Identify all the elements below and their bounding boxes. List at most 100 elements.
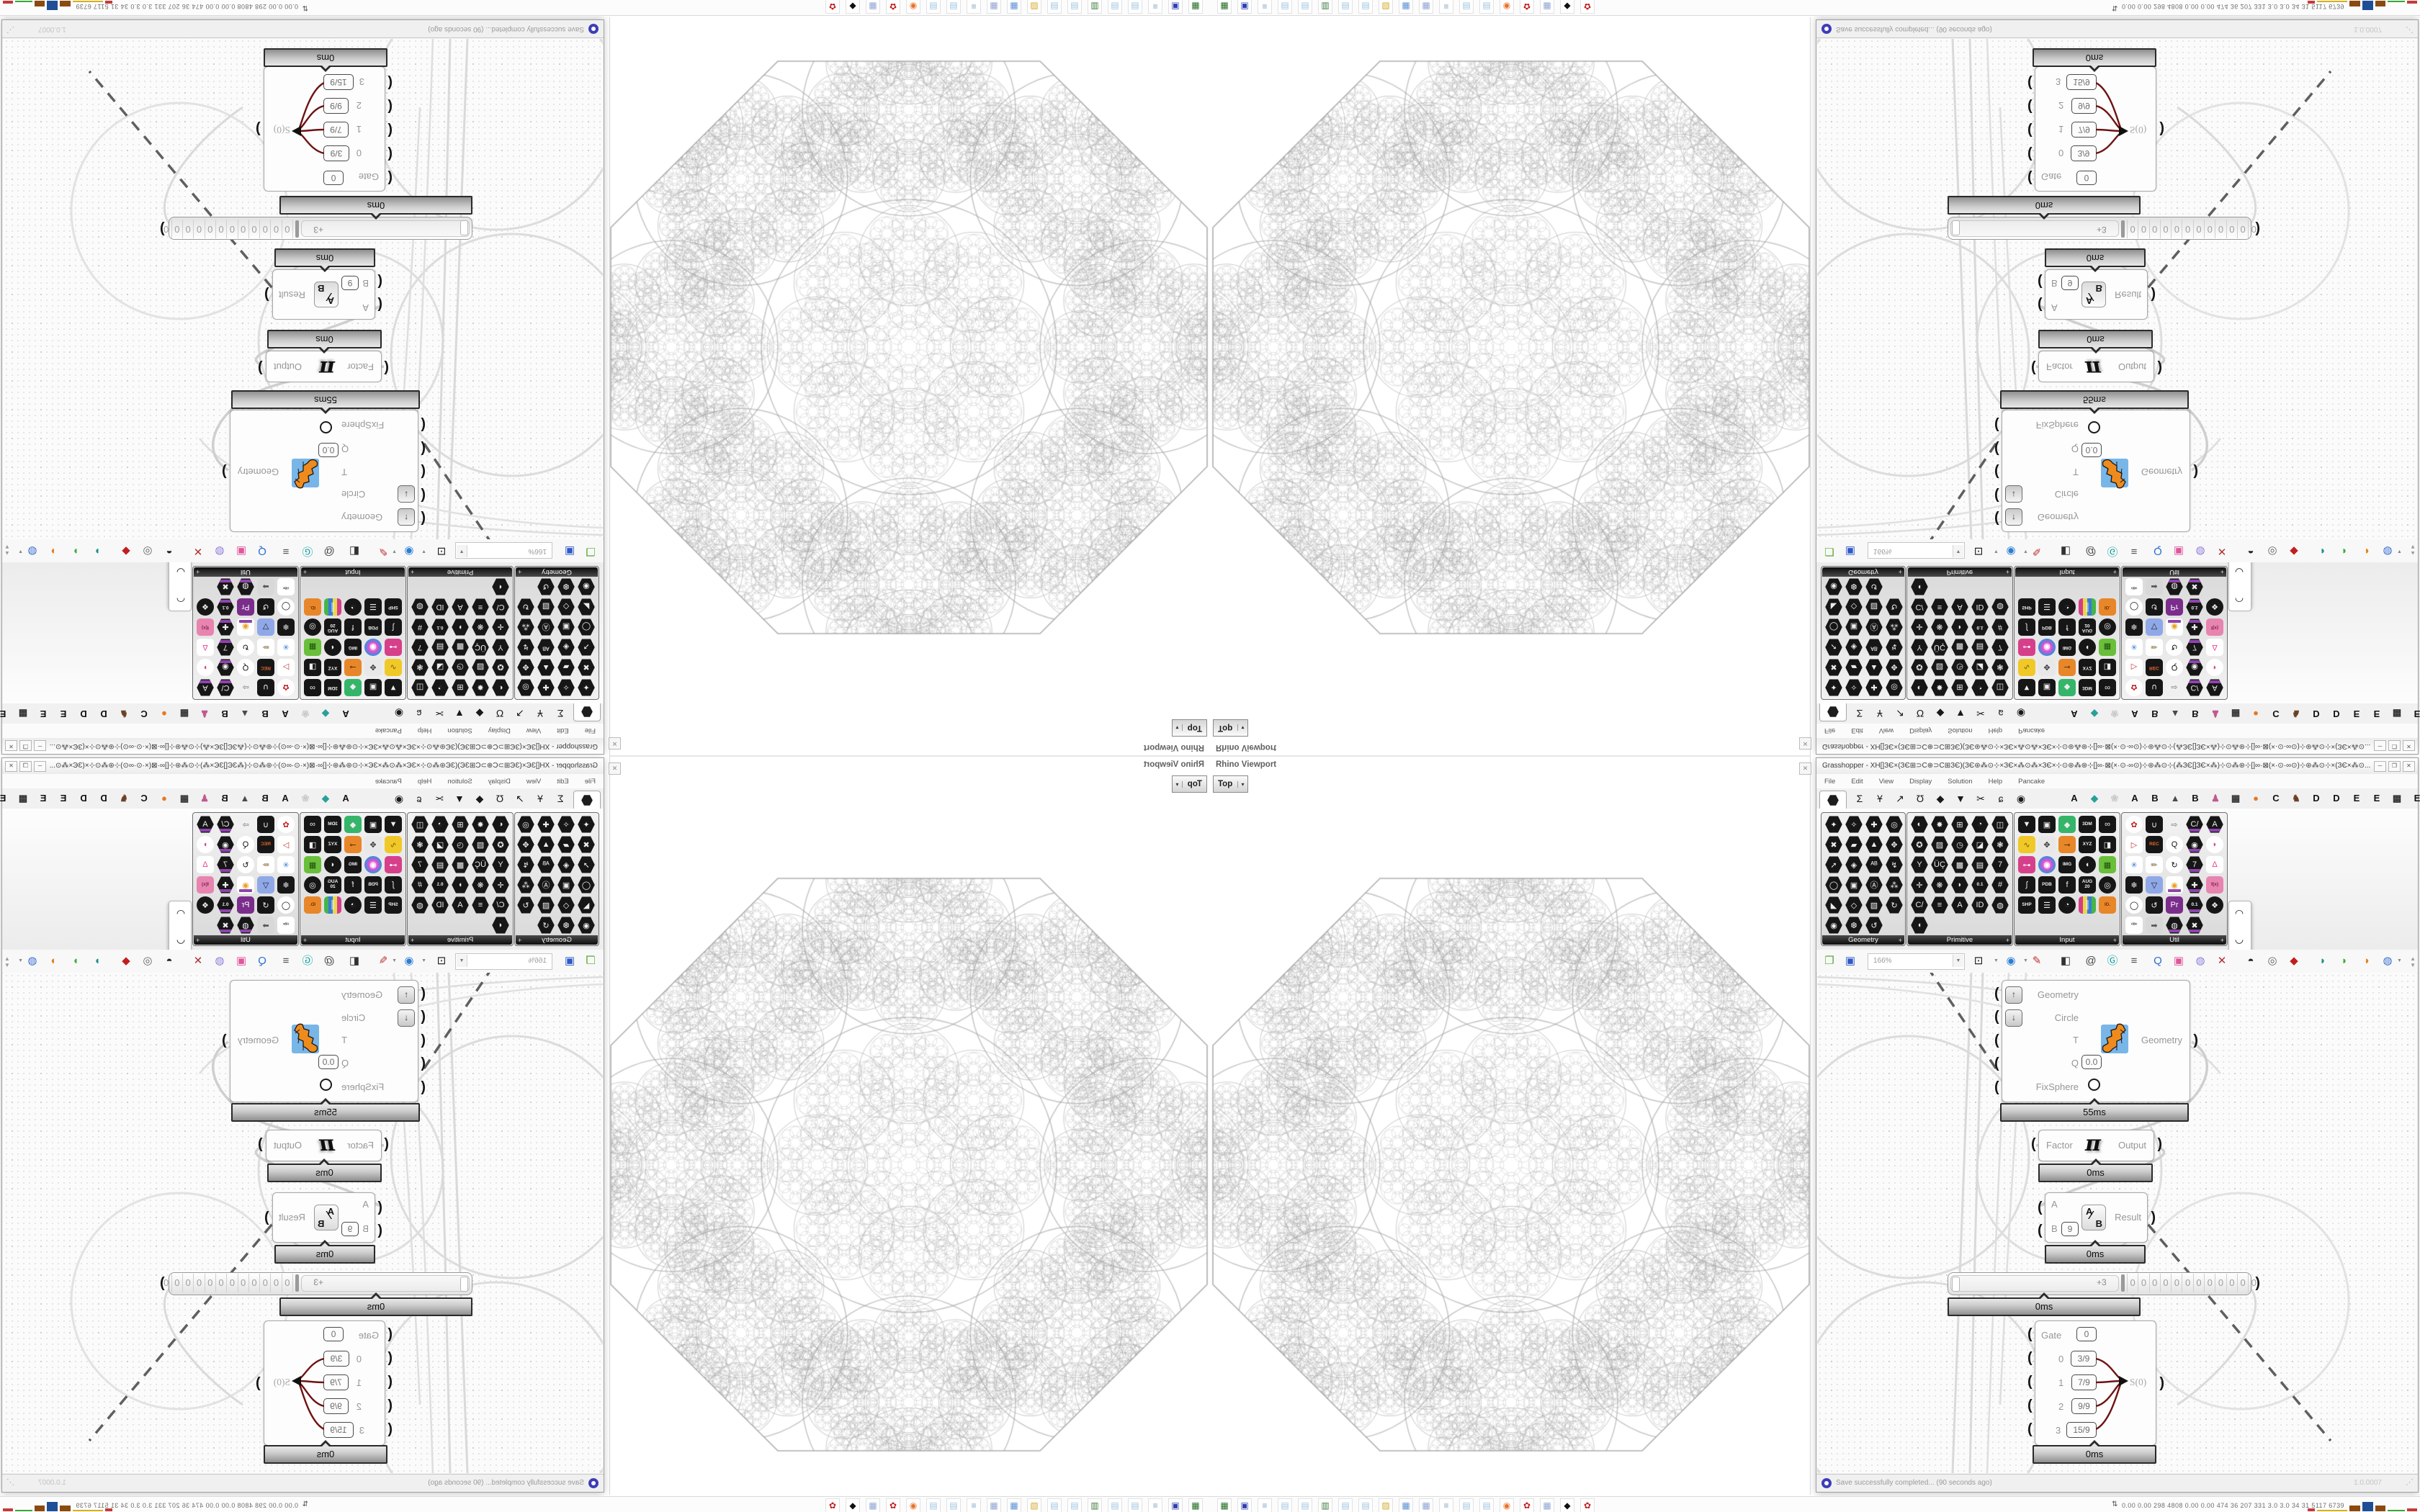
palette-expand-icon[interactable]: + — [411, 568, 415, 575]
flyout-icon[interactable]: ◡ — [176, 933, 186, 945]
component-icon[interactable]: ◗ — [452, 876, 469, 894]
close-icon[interactable]: ✕ — [609, 762, 621, 775]
flyout-icon[interactable]: ◠ — [2234, 907, 2244, 919]
node-canvas[interactable]: ( ( ( ( ( ↑ ↓ Geometry Circle T Q FixSph… — [1817, 39, 2417, 539]
taskbar-icon-calculator[interactable]: ▦ — [866, 0, 880, 14]
component-icon[interactable]: f(x) — [2206, 876, 2223, 894]
component-icon[interactable]: 3DM — [324, 816, 341, 833]
toolbar-find-definition[interactable]: ≡ — [2130, 955, 2138, 967]
component-icon[interactable]: ◷ — [1951, 836, 1968, 853]
component-icon[interactable]: SHP — [2018, 598, 2035, 616]
taskbar-icon-notepad[interactable]: ▤ — [1338, 1498, 1353, 1512]
component-icon[interactable]: ✛ — [492, 618, 509, 636]
component-icon[interactable]: A — [1951, 896, 1968, 914]
close-icon[interactable]: ✕ — [609, 737, 621, 750]
component-icon[interactable]: ◫ — [411, 679, 429, 696]
taskbar-icon-notepad[interactable]: ▤ — [1108, 0, 1122, 14]
component-icon[interactable]: ᴬᴮᶜ — [2125, 578, 2143, 595]
tab-plugin-13[interactable]: D — [2333, 793, 2340, 804]
component-icon[interactable]: ▰ — [557, 836, 575, 853]
scrubber-handle[interactable] — [295, 220, 299, 238]
component-icon[interactable]: ◔ — [1971, 816, 1989, 833]
gate-value-box[interactable]: 0 — [323, 171, 344, 185]
toolbar-sketch-pen[interactable]: ✎ — [378, 545, 388, 557]
taskbar-icon-calculator[interactable]: ▦ — [866, 1498, 880, 1512]
component-icon[interactable]: ∿ — [385, 659, 402, 676]
component-icon[interactable]: ⊶ — [2018, 639, 2035, 656]
component-icon[interactable]: ↺ — [2146, 896, 2163, 914]
component-icon[interactable]: f — [2058, 618, 2076, 636]
scrubber-digit[interactable]: 0 — [215, 1274, 228, 1292]
component-icon[interactable]: ID — [1971, 598, 1989, 616]
component-icon[interactable]: REC — [257, 836, 274, 853]
scrubber-digit[interactable]: 0 — [2182, 220, 2193, 238]
taskbar-icon-printer[interactable]: ≡ — [967, 0, 981, 14]
scrubber-knob[interactable] — [460, 1277, 468, 1292]
toolbar-open-file[interactable]: ❐ — [586, 955, 596, 967]
component-icon[interactable]: ⊶ — [385, 856, 402, 873]
component-icon[interactable]: Δ — [2206, 856, 2223, 873]
palette-expand-icon[interactable]: + — [303, 937, 308, 944]
toolbar-preview-gem[interactable]: ◆ — [2290, 955, 2298, 967]
component-icon[interactable]: 7 — [2186, 856, 2203, 873]
taskbar-icon-drive-tool[interactable]: ▦ — [1188, 1498, 1203, 1512]
component-icon[interactable]: ◉ — [2166, 618, 2183, 636]
component-icon[interactable]: ◣ — [578, 598, 595, 616]
component-icon[interactable]: ◉ — [578, 578, 595, 595]
component-icon[interactable]: ∞ — [304, 816, 321, 833]
component-icon[interactable]: ✚ — [2186, 876, 2203, 894]
tab-plugin-7[interactable]: ♟ — [200, 708, 209, 719]
component-icon[interactable]: ◆ — [2058, 679, 2076, 696]
component-icon[interactable]: REC — [2146, 836, 2163, 853]
grasshopper-titlebar[interactable]: Grasshopper - XH[]ЗЄ×(ЗЄ⊞⊃С⊕⊃С⊞ЗЄ)(ЗЄ⊛⁂⊙… — [2, 758, 604, 775]
component-icon[interactable]: ∫ — [2018, 876, 2035, 894]
palette-label-geometry[interactable]: Geometry — [516, 567, 598, 577]
component-icon[interactable]: ▤ — [1971, 639, 1989, 656]
taskbar-icon-display-settings[interactable]: ▦ — [1399, 0, 1413, 14]
tab-plugin-2[interactable]: ❀ — [301, 708, 310, 719]
component-icon[interactable]: ✸ — [1931, 816, 1948, 833]
tab-plugin-2[interactable]: ❀ — [2110, 793, 2119, 804]
chevron-down-icon[interactable]: ▼ — [421, 958, 426, 963]
component-icon[interactable]: 0.1 — [1971, 876, 1989, 894]
toolbar-package-wip[interactable]: ▣ — [236, 955, 247, 967]
scrubber-digit[interactable]: 0 — [2226, 220, 2237, 238]
tab-category-2[interactable]: ↗ — [1896, 708, 1904, 719]
component-icon[interactable]: ◖ — [492, 578, 509, 595]
component-icon[interactable]: ✖ — [578, 659, 595, 676]
chevron-down-icon[interactable]: ▼ — [457, 545, 467, 557]
component-icon[interactable]: Q — [2166, 836, 2183, 853]
scrubber-digit[interactable]: 0 — [2159, 220, 2172, 238]
tab-plugin-11[interactable]: ♞ — [120, 793, 128, 804]
tab-plugin-16[interactable]: ▩ — [2392, 793, 2402, 804]
palette-label-geometry[interactable]: Geometry — [1822, 567, 1904, 577]
flyout-icon[interactable]: ◠ — [176, 593, 186, 605]
component-icon[interactable]: ◗ — [452, 618, 469, 636]
component-icon[interactable]: Δ — [197, 639, 214, 656]
chevron-down-icon[interactable]: ▼ — [1953, 545, 1963, 557]
tab-category-2[interactable]: ↗ — [1896, 793, 1904, 804]
component-icon[interactable]: ◖ — [2079, 856, 2096, 873]
component-icon[interactable]: ◗ — [1951, 876, 1968, 894]
component-icon[interactable]: ID. — [304, 598, 321, 616]
tab-category-1[interactable]: Ұ — [1877, 793, 1883, 804]
component-icon[interactable]: ▰ — [1845, 836, 1863, 853]
scrubber-handle[interactable] — [2121, 1274, 2125, 1292]
component-icon[interactable]: ◍ — [2166, 578, 2183, 595]
component-icon[interactable]: ⊸ — [2058, 659, 2076, 676]
component-icon[interactable]: ÜÇ — [472, 639, 489, 656]
flyout-icon[interactable]: ◡ — [2234, 567, 2244, 579]
component-icon[interactable]: ⊶ — [385, 639, 402, 656]
component-icon[interactable]: ◉ — [2166, 876, 2183, 894]
component-icon[interactable]: ◆ — [344, 679, 362, 696]
component-icon[interactable]: ▨ — [1931, 659, 1948, 676]
palette-expand-icon[interactable]: + — [1898, 937, 1902, 944]
tab-plugin-2[interactable]: ❀ — [301, 793, 310, 804]
component-icon[interactable]: 3DM — [2079, 679, 2096, 696]
component-icon[interactable]: ❆ — [557, 578, 575, 595]
toolbar-pin-teal[interactable]: ◗ — [94, 545, 101, 557]
gate-value-box[interactable]: 0 — [2076, 171, 2097, 185]
toolbar-package-wip[interactable]: ▣ — [2173, 955, 2184, 967]
component-icon[interactable]: 7 — [2186, 639, 2203, 656]
